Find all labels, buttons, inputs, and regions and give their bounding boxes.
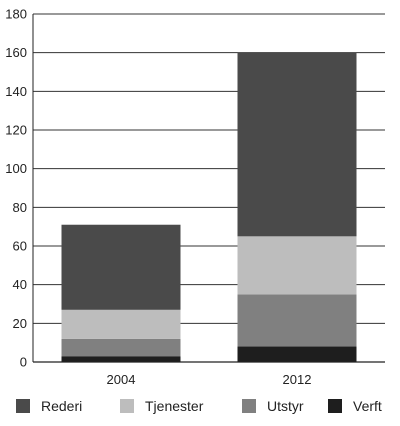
y-tick-label: 80 [13,200,27,215]
bar-2004-rederi [61,224,181,310]
legend-swatch-rederi [16,399,30,413]
bar-2004-tjenester [61,309,181,339]
legend: Rederi Tjenester Utstyr Verft [16,398,382,414]
bar-2012-utstyr [237,294,357,347]
y-tick-label: 180 [5,7,27,22]
y-tick-label: 100 [5,161,27,176]
y-tick-label: 40 [13,277,27,292]
bar-2012-rederi [237,52,357,237]
y-tick-label: 120 [5,123,27,138]
bar-2004-verft [61,356,181,362]
legend-label-utstyr: Utstyr [267,398,304,414]
x-tick-label: 2004 [107,372,136,387]
y-tick-label: 20 [13,316,27,331]
legend-label-verft: Verft [353,398,382,414]
x-tick-label: 2012 [283,372,312,387]
y-tick-label: 0 [20,355,27,370]
legend-swatch-utstyr [242,399,256,413]
bar-2012-tjenester [237,236,357,295]
y-tick-label: 60 [13,239,27,254]
bar-2012-verft [237,346,357,362]
y-tick-label: 140 [5,84,27,99]
axes: 0 20 40 60 80 100 120 140 160 180 2004 2012 [5,7,385,387]
legend-label-rederi: Rederi [41,398,82,414]
y-tick-label: 160 [5,45,27,60]
legend-swatch-verft [328,399,342,413]
bars [61,52,357,362]
bar-2004-utstyr [61,338,181,357]
legend-swatch-tjenester [120,399,134,413]
legend-label-tjenester: Tjenester [145,398,204,414]
